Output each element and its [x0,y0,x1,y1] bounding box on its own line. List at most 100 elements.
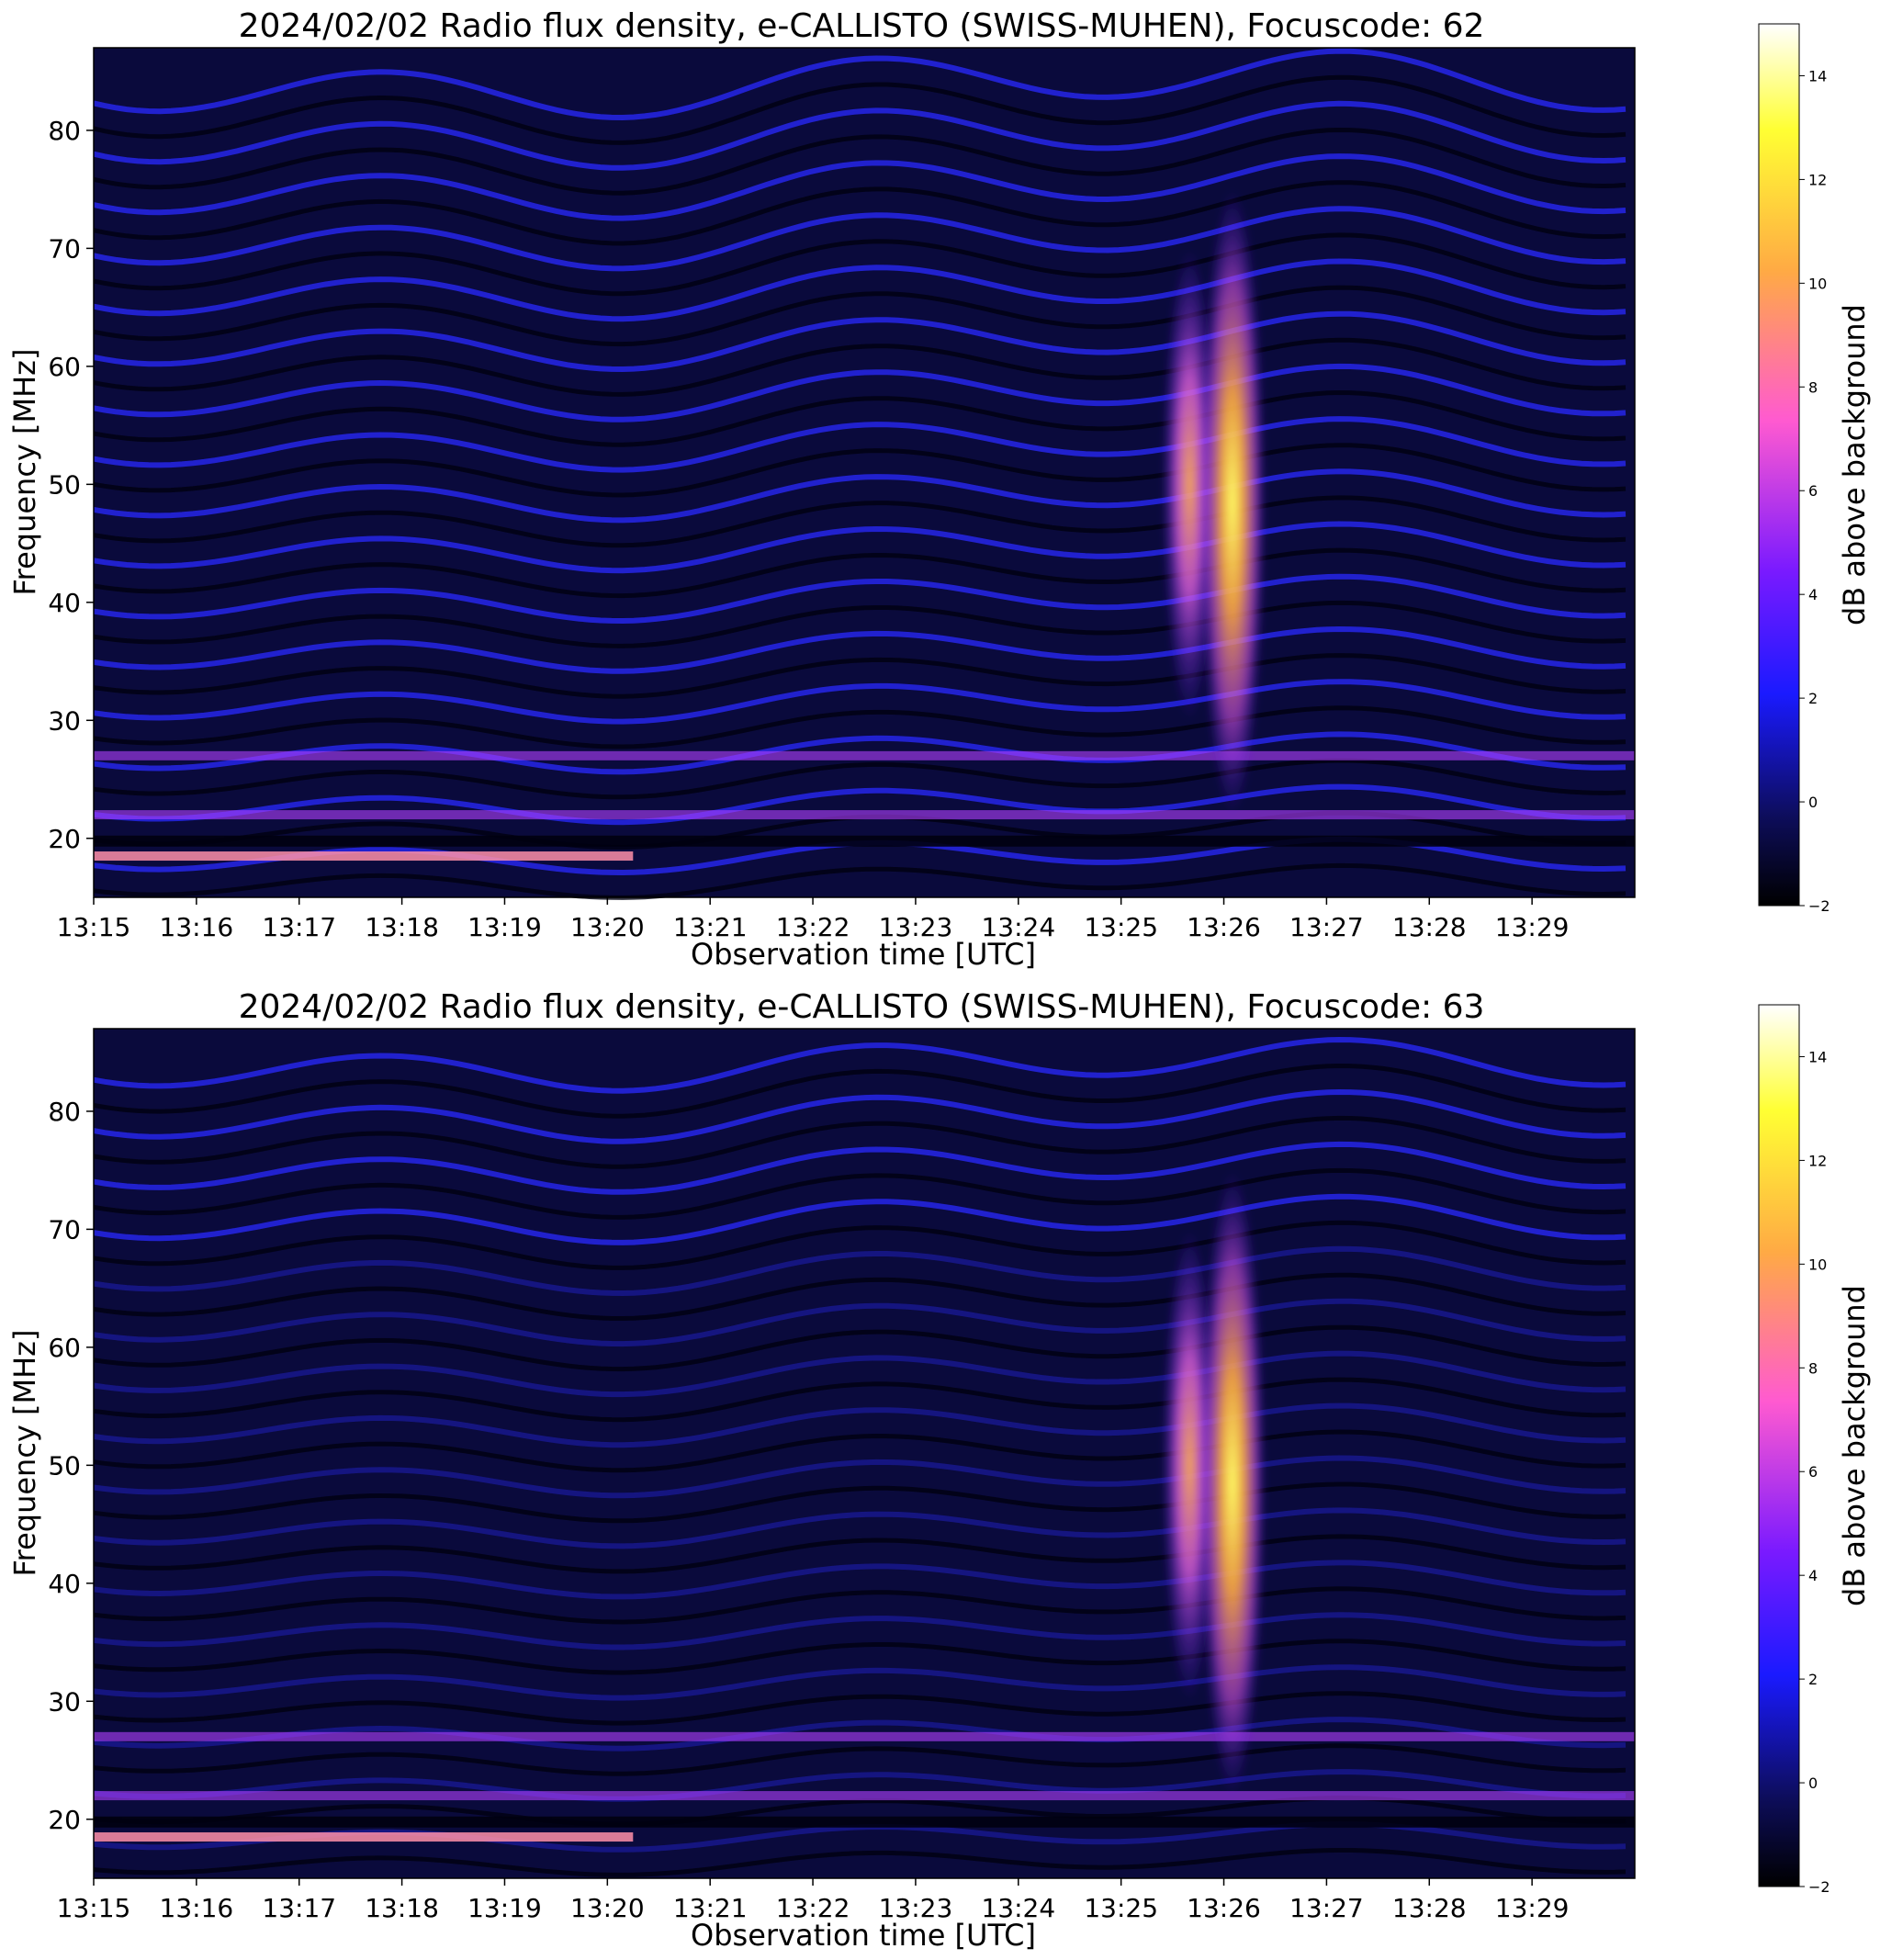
emission-lane [93,468,1627,524]
x-tick-label: 13:23 [879,1893,953,1923]
x-tick-label: 13:18 [365,912,439,942]
x-tick-label: 13:21 [673,912,748,942]
emission-lane [93,1272,1627,1321]
emission-lane [93,653,1627,699]
x-tick-label: 13:17 [262,912,336,942]
x-tick-label: 13:22 [776,1893,850,1923]
interference-band [94,1791,1635,1801]
x-tick-label: 13:28 [1392,912,1467,942]
x-tick-label: 13:16 [160,912,234,942]
colorbar-tick-label: 2 [1808,690,1818,707]
x-tick-label: 13:27 [1289,1893,1364,1923]
x-tick-label: 13:20 [570,1893,645,1923]
x-tick-label: 13:29 [1495,912,1570,942]
emission-lane [93,1481,1627,1524]
emission-lane [93,1743,1627,1776]
x-tick-label: 13:15 [57,912,131,942]
emission-lane [93,100,1627,171]
emission-lane [93,258,1627,322]
emission-lane [93,1639,1627,1675]
emission-lane [93,1402,1627,1448]
radio-bursts [1162,189,1266,816]
colorbar-tick-label: −2 [1808,897,1830,915]
colorbar-tick-label: 10 [1808,1256,1827,1273]
emission-lane [93,1377,1627,1423]
emission-lane [93,1848,1627,1877]
spectrogram-panel-2: 2024/02/02 Radio flux density, e-CALLIST… [7,988,1872,1953]
interference-bands [94,750,1635,862]
plot-frame [93,1028,1636,1879]
x-tick-label: 13:22 [776,912,850,942]
chart-title: 2024/02/02 Radio flux density, e-CALLIST… [239,988,1485,1026]
spectrogram-panel-1: 2024/02/02 Radio flux density, e-CALLIST… [7,7,1872,972]
emission-lane [93,1141,1627,1195]
emission-lane [93,180,1627,246]
emission-lane [93,48,1627,121]
emission-lane [93,1350,1627,1398]
x-tick-label: 13:24 [981,1893,1055,1923]
emission-lane [93,521,1627,574]
x-tick-label: 13:26 [1187,912,1261,942]
emission-lane [93,1586,1627,1625]
emission-lane [93,285,1627,347]
x-axis-label: Observation time [UTC] [691,937,1036,972]
x-tick-label: 13:25 [1084,1893,1158,1923]
emission-lane [93,1063,1627,1119]
emission-lane [93,310,1627,373]
x-tick-label: 13:19 [467,1893,542,1923]
x-tick-label: 13:29 [1495,1893,1570,1923]
interference-band [94,750,1635,760]
y-tick-label: 40 [48,588,81,618]
x-tick-label: 13:17 [262,1893,336,1923]
interference-band [94,1832,634,1842]
colorbar-ticks: −2 0 2 4 6 8 10 12 14 [1799,1048,1830,1896]
plot-area [93,47,1636,900]
emission-lane [93,1717,1627,1752]
emission-lane [93,232,1627,297]
x-axis: 13:15 13:16 13:17 13:18 13:19 13:20 13:21 13:22… [57,1878,1570,1923]
radio-bursts [1162,1170,1266,1797]
x-tick-label: 13:25 [1084,912,1158,942]
colorbar-tick-label: 14 [1808,67,1827,84]
colorbar-label: dB above background [1837,1285,1872,1606]
x-tick-label: 13:20 [570,912,645,942]
x-tick-label: 13:23 [879,912,953,942]
colorbar-tick-label: 4 [1808,1567,1818,1584]
emission-lane [93,679,1627,725]
y-axis-label: Frequency [MHz] [7,1330,42,1577]
y-axis: 20 30 40 50 60 70 80 [48,116,94,854]
y-axis-label: Frequency [MHz] [7,349,42,596]
emission-lane [93,1507,1627,1549]
emission-lane [93,625,1627,674]
colorbar-label: dB above background [1837,304,1872,625]
emission-lane [93,1560,1627,1600]
y-tick-label: 20 [48,824,81,854]
colorbar-tick-label: 4 [1808,586,1818,603]
colorbar-gradient [1758,23,1800,907]
emission-lane [93,127,1627,196]
y-tick-label: 30 [48,705,81,736]
colorbar-tick-label: 10 [1808,275,1827,292]
emission-lane [93,389,1627,447]
colorbar-tick-label: 6 [1808,1463,1818,1481]
emission-lane [93,1193,1627,1245]
emission-lane [93,495,1627,548]
emission-lane [93,337,1627,397]
y-tick-label: 60 [48,1333,81,1363]
colorbar-tick-label: 12 [1808,1152,1827,1169]
emission-lane [93,731,1627,775]
emission-lane [93,705,1627,749]
emission-lane [93,1324,1627,1372]
x-axis: 13:15 13:16 13:17 13:18 13:19 13:20 13:21 13:22… [57,897,1570,942]
emission-lanes [93,1036,1627,1877]
y-tick-label: 30 [48,1686,81,1717]
emission-lane [93,443,1627,498]
colorbar: −2 0 2 4 6 8 10 12 14 dB above background [1758,1004,1872,1896]
x-tick-label: 13:16 [160,1893,234,1923]
emission-lane [93,416,1627,473]
emission-lane [93,862,1627,900]
colorbar-tick-label: 12 [1808,171,1827,188]
emission-lane [93,1691,1627,1726]
x-tick-label: 13:28 [1392,1893,1467,1923]
